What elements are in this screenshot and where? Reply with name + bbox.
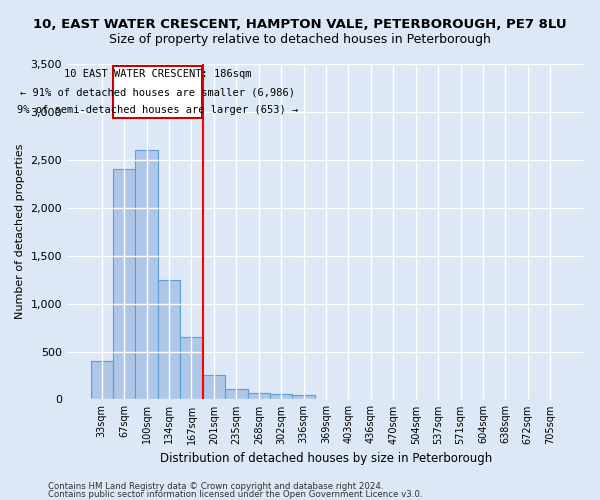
Text: Contains HM Land Registry data © Crown copyright and database right 2024.: Contains HM Land Registry data © Crown c…: [48, 482, 383, 491]
Bar: [270, 394, 292, 400]
Bar: [248, 393, 270, 400]
Text: 10, EAST WATER CRESCENT, HAMPTON VALE, PETERBOROUGH, PE7 8LU: 10, EAST WATER CRESCENT, HAMPTON VALE, P…: [33, 18, 567, 30]
Bar: [158, 280, 180, 400]
FancyBboxPatch shape: [113, 66, 202, 118]
Bar: [180, 337, 203, 400]
Y-axis label: Number of detached properties: Number of detached properties: [15, 144, 25, 320]
Text: Size of property relative to detached houses in Peterborough: Size of property relative to detached ho…: [109, 32, 491, 46]
X-axis label: Distribution of detached houses by size in Peterborough: Distribution of detached houses by size …: [160, 452, 492, 465]
Bar: [292, 394, 315, 400]
Bar: [225, 390, 248, 400]
Bar: [203, 376, 225, 400]
Text: Contains public sector information licensed under the Open Government Licence v3: Contains public sector information licen…: [48, 490, 422, 499]
Text: 9% of semi-detached houses are larger (653) →: 9% of semi-detached houses are larger (6…: [17, 105, 298, 115]
Bar: [136, 150, 158, 400]
Bar: [113, 170, 136, 400]
Text: 10 EAST WATER CRESCENT: 186sqm: 10 EAST WATER CRESCENT: 186sqm: [64, 69, 251, 79]
Text: ← 91% of detached houses are smaller (6,986): ← 91% of detached houses are smaller (6,…: [20, 87, 295, 97]
Bar: [91, 361, 113, 400]
